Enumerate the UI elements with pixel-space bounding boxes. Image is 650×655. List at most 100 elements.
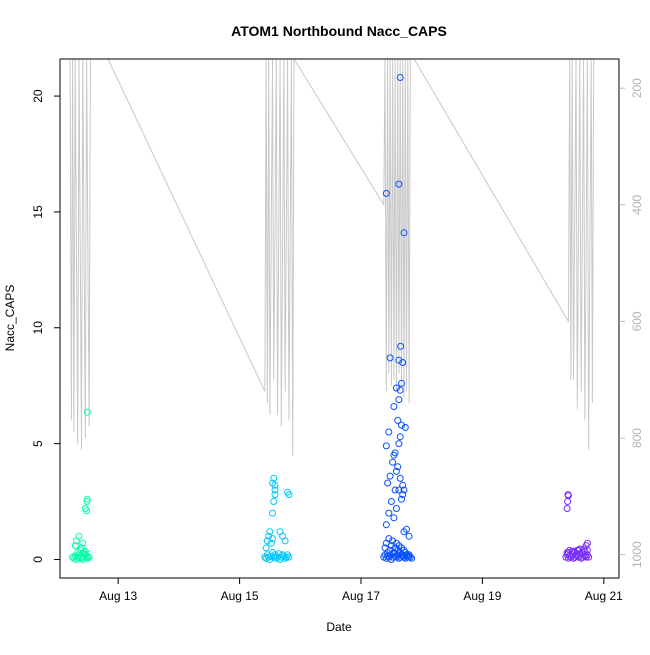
- data-point: [582, 542, 590, 550]
- data-point: [385, 535, 393, 543]
- x-tick-label: Aug 17: [342, 589, 380, 603]
- data-point: [285, 491, 293, 499]
- y2-tick-label: 400: [630, 194, 644, 214]
- y-tick-label: 15: [31, 205, 45, 219]
- y2-tick-label: 600: [630, 311, 644, 331]
- plot-area: [69, 59, 595, 563]
- data-point: [392, 467, 400, 475]
- data-point: [271, 481, 279, 489]
- data-point: [394, 416, 402, 424]
- data-point: [399, 491, 407, 499]
- data-point: [385, 509, 393, 517]
- data-point: [397, 342, 405, 350]
- series-1: [69, 408, 93, 563]
- x-tick-label: Aug 15: [221, 589, 259, 603]
- data-point: [400, 486, 408, 494]
- y2-tick-label: 1000: [630, 541, 644, 568]
- series-2: [261, 474, 293, 563]
- data-point: [563, 505, 571, 512]
- data-point: [564, 498, 572, 505]
- data-point: [382, 521, 390, 529]
- data-point: [392, 505, 400, 512]
- data-point: [390, 403, 398, 410]
- data-point: [401, 423, 409, 431]
- data-point: [389, 537, 397, 545]
- data-point: [266, 528, 274, 536]
- data-point: [398, 495, 405, 503]
- data-point: [396, 386, 404, 394]
- data-point: [387, 498, 395, 505]
- x-axis-label: Date: [326, 620, 352, 634]
- data-point: [400, 229, 408, 237]
- x-axis: Aug 13 Aug 15 Aug 17 Aug 19 Aug 21: [99, 578, 623, 603]
- y-axis-label: Nacc_CAPS: [3, 285, 17, 352]
- data-point: [79, 539, 87, 547]
- series-3: [380, 74, 416, 563]
- secondary-series-line: [69, 59, 595, 456]
- data-point: [389, 458, 397, 466]
- y-tick-label: 0: [31, 556, 45, 563]
- data-point: [271, 491, 279, 499]
- data-point: [83, 495, 91, 503]
- data-point: [269, 535, 276, 543]
- data-point: [386, 354, 394, 362]
- data-point: [399, 359, 407, 366]
- data-point: [585, 553, 593, 561]
- data-point: [394, 463, 402, 471]
- data-point: [395, 356, 403, 364]
- data-point: [382, 442, 390, 450]
- data-point: [564, 549, 572, 556]
- data-point: [384, 479, 392, 487]
- series-4: [562, 491, 593, 562]
- plot-frame: [59, 58, 620, 579]
- data-point: [395, 440, 403, 448]
- secondary-y-axis: 200 400 600 800 1000: [619, 78, 644, 568]
- data-point: [83, 498, 91, 505]
- data-point: [575, 546, 582, 554]
- data-point: [405, 532, 413, 540]
- data-point: [395, 396, 403, 404]
- data-point: [85, 553, 93, 561]
- data-point: [267, 539, 275, 547]
- data-point: [269, 509, 276, 517]
- data-point: [266, 556, 274, 563]
- y-tick-label: 10: [31, 321, 45, 335]
- data-point: [265, 532, 273, 540]
- data-point: [385, 428, 393, 436]
- x-tick-label: Aug 19: [463, 589, 501, 603]
- data-point: [262, 544, 270, 552]
- data-point: [270, 498, 278, 505]
- data-point: [396, 74, 404, 81]
- y-axis: 0 5 10 15 20: [31, 89, 60, 563]
- data-point: [386, 472, 394, 480]
- x-tick-label: Aug 13: [99, 589, 137, 603]
- data-point: [405, 551, 413, 559]
- data-point: [271, 486, 279, 494]
- data-point: [564, 492, 572, 500]
- data-point: [390, 514, 398, 522]
- data-point: [392, 384, 400, 392]
- x-tick-label: Aug 21: [585, 589, 623, 603]
- data-point: [570, 547, 577, 555]
- data-point: [395, 486, 403, 494]
- data-point: [403, 525, 410, 533]
- y2-tick-label: 200: [630, 78, 644, 98]
- data-point: [382, 189, 390, 197]
- y-tick-label: 20: [31, 89, 45, 103]
- data-point: [391, 486, 399, 494]
- data-point: [396, 474, 404, 482]
- data-point: [391, 449, 399, 457]
- data-point: [398, 421, 405, 429]
- data-point: [83, 408, 91, 416]
- y-tick-label: 5: [31, 440, 45, 447]
- data-point: [583, 546, 591, 554]
- data-point: [83, 553, 91, 561]
- data-point: [398, 379, 405, 387]
- data-point: [71, 542, 79, 550]
- data-point: [81, 505, 89, 512]
- data-point: [270, 474, 278, 482]
- data-point: [399, 481, 407, 489]
- y2-tick-label: 800: [630, 428, 644, 448]
